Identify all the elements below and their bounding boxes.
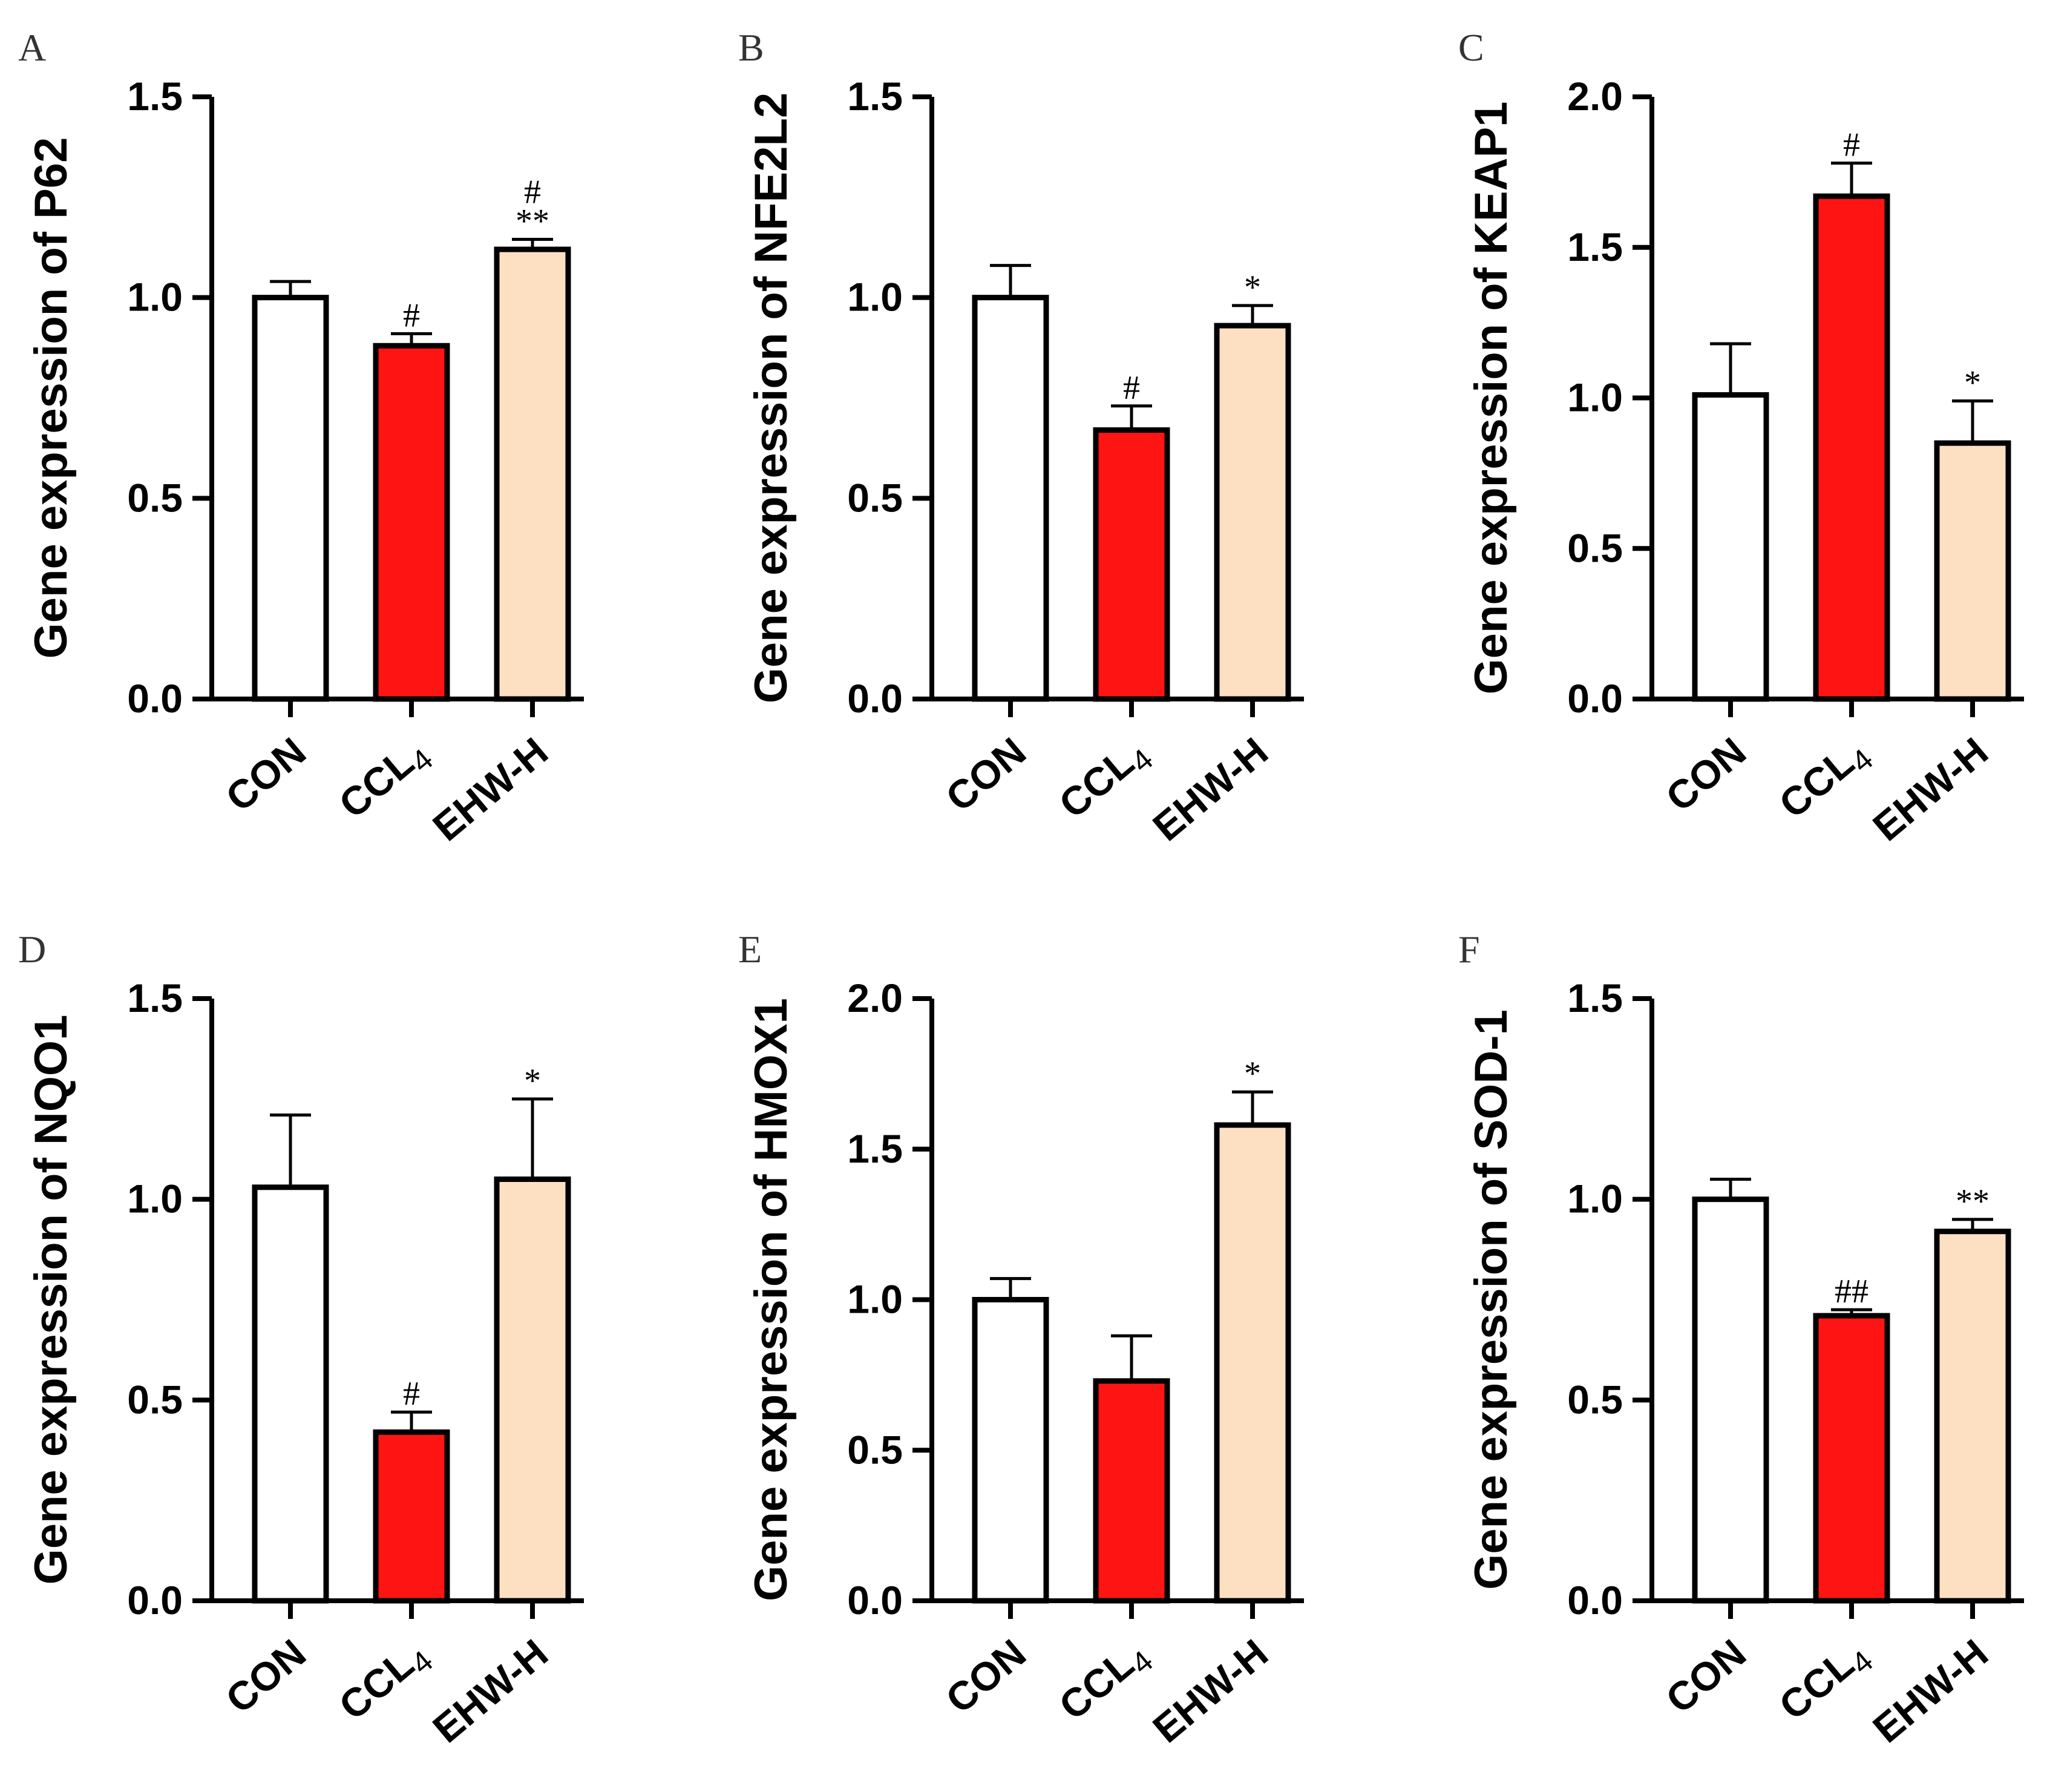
significance-marker: * — [524, 1062, 541, 1100]
significance-marker: # — [403, 1375, 420, 1413]
x-category-label: CON — [1657, 1630, 1754, 1722]
panel-f: F Gene expression of SOD-1 0.0 0.5 1.0 1.5 CON… — [1458, 928, 2024, 1751]
bar-ehw-h — [1214, 323, 1291, 702]
significance-marker: ** — [1956, 1183, 1990, 1220]
y-tick-label: 1.0 — [127, 1177, 183, 1221]
significance-marker: # — [1843, 126, 1860, 163]
bar-con — [972, 1297, 1049, 1604]
x-category-label: CON — [217, 1630, 314, 1722]
y-axis-label: Gene expression of KEAP1 — [1466, 102, 1517, 695]
panel-letter: D — [18, 928, 46, 971]
bar-ehw-h — [494, 246, 571, 702]
x-category-label: CON — [937, 729, 1034, 820]
panel-b: B Gene expression of NFE2L2 0.0 0.5 1.0 1.5 CO… — [738, 26, 1304, 850]
bar-con — [1692, 392, 1769, 702]
bar-ccl — [373, 343, 450, 702]
y-tick-label: 1.0 — [847, 275, 903, 320]
x-category-label: CCL4 — [1770, 729, 1879, 832]
significance-marker: ## — [1835, 1273, 1869, 1310]
panel-letter: A — [18, 26, 46, 69]
bar-con — [972, 295, 1049, 702]
x-category-label: CCL4 — [330, 1630, 439, 1733]
panel-e: E Gene expression of HMOX1 0.0 0.5 1.0 1.5 2.0… — [738, 928, 1304, 1751]
bar-ehw-h — [1934, 1229, 2011, 1604]
bar-con — [1692, 1196, 1769, 1604]
bar-ccl — [1813, 193, 1890, 702]
x-category-label: EHW-H — [1864, 1630, 1996, 1751]
y-tick-label: 0.0 — [1567, 676, 1623, 721]
bar-con — [252, 295, 329, 702]
bar-ehw-h — [1934, 440, 2011, 702]
y-axis-label: Gene expression of HMOX1 — [745, 998, 797, 1601]
bar-ccl — [1093, 1378, 1170, 1604]
bar-con — [252, 1184, 329, 1604]
y-tick-label: 0.5 — [847, 475, 903, 520]
significance-marker: * — [1244, 1055, 1261, 1092]
y-tick-label: 1.5 — [127, 976, 183, 1020]
bar-ehw-h — [1214, 1122, 1291, 1604]
y-tick-label: 2.0 — [847, 976, 903, 1020]
panel-letter: E — [738, 928, 762, 971]
x-category-label: EHW-H — [1864, 729, 1996, 850]
x-category-label: CON — [937, 1630, 1034, 1722]
x-category-label: CCL4 — [330, 729, 439, 832]
bar-ccl — [373, 1429, 450, 1604]
y-tick-label: 0.0 — [127, 1578, 183, 1623]
y-tick-label: 1.5 — [127, 74, 183, 119]
x-category-label: CCL4 — [1050, 1630, 1159, 1733]
y-axis-label: Gene expression of NQO1 — [25, 1015, 77, 1585]
significance-marker: ** — [516, 202, 549, 240]
y-tick-label: 0.0 — [847, 1578, 903, 1623]
y-axis-label: Gene expression of P62 — [25, 137, 77, 659]
x-category-label: CCL4 — [1050, 729, 1159, 832]
y-tick-label: 1.0 — [1567, 375, 1623, 420]
y-tick-label: 1.0 — [847, 1277, 903, 1322]
y-tick-label: 0.5 — [127, 475, 183, 520]
x-category-label: EHW-H — [1144, 1630, 1276, 1751]
significance-marker: # — [403, 297, 420, 334]
y-tick-label: 0.5 — [1567, 525, 1623, 570]
x-category-label: EHW-H — [1144, 729, 1276, 850]
x-category-label: CON — [1657, 729, 1754, 820]
bar-ccl — [1813, 1313, 1890, 1604]
significance-marker: * — [1964, 364, 1981, 401]
y-tick-label: 1.5 — [847, 74, 903, 119]
y-tick-label: 0.5 — [1567, 1377, 1623, 1422]
x-category-label: EHW-H — [424, 729, 556, 850]
y-tick-label: 1.5 — [1567, 976, 1623, 1020]
significance-marker: * — [1244, 269, 1261, 306]
bar-ccl — [1093, 427, 1170, 702]
panel-letter: B — [738, 26, 764, 69]
y-tick-label: 0.5 — [847, 1427, 903, 1472]
panel-d: D Gene expression of NQO1 0.0 0.5 1.0 1.5 CON C… — [18, 928, 584, 1751]
y-tick-label: 1.0 — [127, 275, 183, 320]
panel-c: C Gene expression of KEAP1 0.0 0.5 1.0 1.5 2.0… — [1458, 26, 2024, 850]
significance-marker: # — [524, 173, 541, 211]
y-tick-label: 1.0 — [1567, 1177, 1623, 1221]
panel-a: A Gene expression of P62 0.0 0.5 1.0 1.5 CON CC… — [18, 26, 584, 850]
y-tick-label: 1.5 — [847, 1126, 903, 1171]
panel-letter: F — [1458, 928, 1480, 971]
y-tick-label: 1.5 — [1567, 225, 1623, 269]
x-category-label: CCL4 — [1770, 1630, 1879, 1733]
y-tick-label: 0.5 — [127, 1377, 183, 1422]
bar-ehw-h — [494, 1177, 571, 1604]
y-tick-label: 2.0 — [1567, 74, 1623, 119]
panel-letter: C — [1458, 26, 1484, 69]
y-tick-label: 0.0 — [1567, 1578, 1623, 1623]
x-category-label: CON — [217, 729, 314, 820]
y-axis-label: Gene expression of NFE2L2 — [745, 93, 797, 703]
significance-marker: # — [1123, 369, 1140, 407]
y-axis-label: Gene expression of SOD-1 — [1466, 1009, 1517, 1590]
y-tick-label: 0.0 — [127, 676, 183, 721]
y-tick-label: 0.0 — [847, 676, 903, 721]
x-category-label: EHW-H — [424, 1630, 556, 1751]
